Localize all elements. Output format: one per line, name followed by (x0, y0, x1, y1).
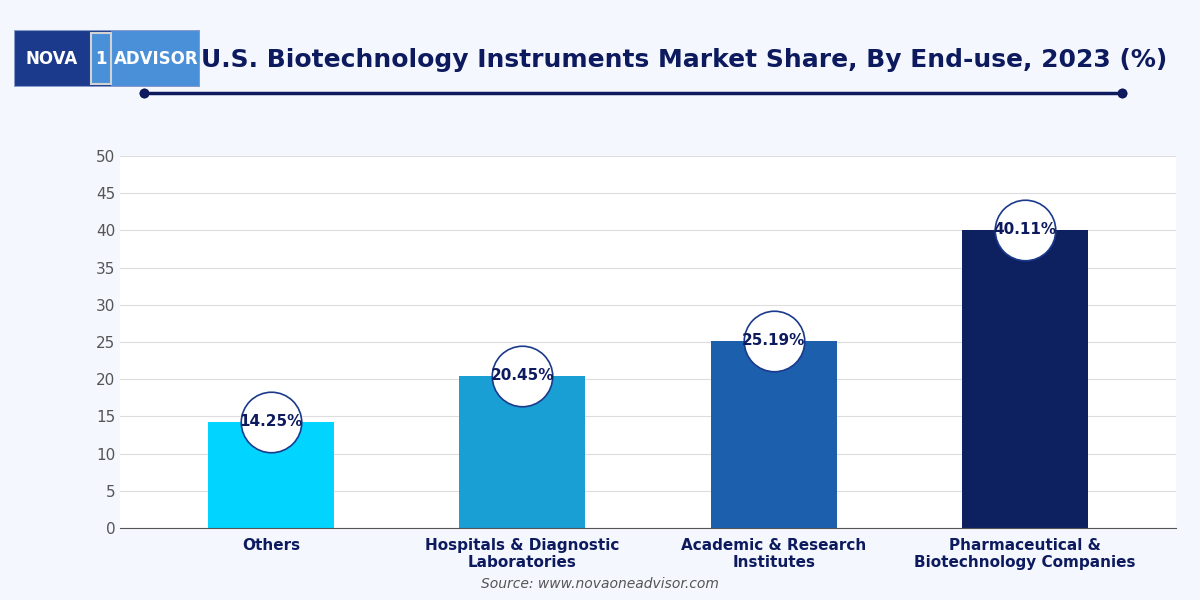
Point (764, 336, 784, 346)
Bar (710, 341, 836, 528)
Text: 25.19%: 25.19% (742, 333, 805, 348)
FancyBboxPatch shape (112, 30, 200, 87)
Bar (208, 422, 334, 528)
Text: NOVA: NOVA (25, 49, 78, 67)
Bar (962, 230, 1088, 528)
Point (512, 371, 532, 380)
Text: 1: 1 (95, 49, 107, 67)
Text: 14.25%: 14.25% (239, 415, 302, 430)
Text: U.S. Biotechnology Instruments Market Share, By End-use, 2023 (%): U.S. Biotechnology Instruments Market Sh… (200, 48, 1168, 72)
Text: 20.45%: 20.45% (491, 368, 554, 383)
Point (262, 417, 281, 427)
Text: ADVISOR: ADVISOR (114, 49, 198, 67)
Text: Source: www.novaoneadvisor.com: Source: www.novaoneadvisor.com (481, 577, 719, 591)
FancyBboxPatch shape (91, 33, 112, 84)
Point (1015, 225, 1034, 235)
Bar (460, 376, 586, 528)
FancyBboxPatch shape (14, 30, 200, 87)
Text: 40.11%: 40.11% (994, 222, 1057, 237)
